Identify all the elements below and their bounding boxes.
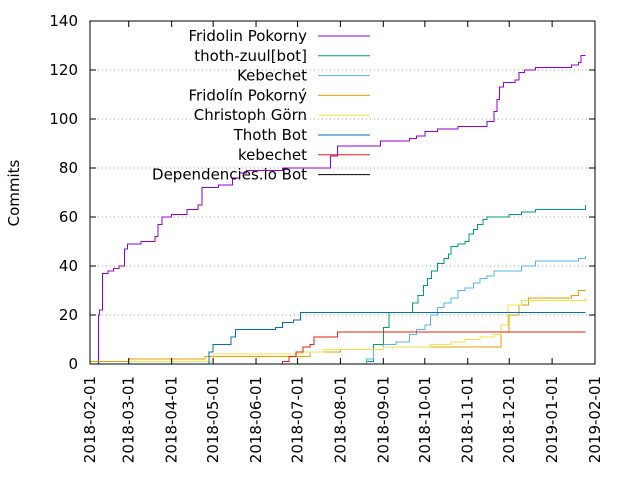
legend-label: Fridolin Pokorny bbox=[189, 27, 308, 45]
x-tick-label: 2018-05-01 bbox=[204, 376, 222, 463]
legend-label: thoth-zuul[bot] bbox=[194, 47, 307, 65]
y-tick-label: 0 bbox=[68, 355, 78, 373]
x-tick-label: 2018-12-01 bbox=[500, 376, 518, 463]
x-tick-label: 2019-01-01 bbox=[543, 376, 561, 463]
y-tick-label: 100 bbox=[49, 110, 78, 128]
series-line-5 bbox=[204, 312, 586, 365]
y-tick-label: 140 bbox=[49, 12, 78, 30]
x-tick-label: 2018-10-01 bbox=[416, 376, 434, 463]
series-line-6 bbox=[246, 331, 586, 365]
x-tick-label: 2018-07-01 bbox=[289, 376, 307, 463]
y-tick-label: 60 bbox=[59, 208, 78, 226]
legend-label: kebechet bbox=[238, 146, 307, 164]
series-line-2 bbox=[345, 256, 586, 365]
legend: Fridolin Pokorny thoth-zuul[bot] KebechetF… bbox=[152, 27, 370, 184]
legend-label: Christoph Görn bbox=[194, 106, 307, 124]
x-tick-label: 2019-02-01 bbox=[586, 376, 604, 463]
series-line-3 bbox=[90, 290, 586, 363]
y-tick-label: 40 bbox=[59, 257, 78, 275]
series-lines bbox=[90, 54, 586, 365]
y-tick-label: 120 bbox=[49, 61, 78, 79]
y-axis-ticks: 0 20 40 60 80 100 120 140 bbox=[49, 12, 595, 373]
plot-frame bbox=[89, 20, 596, 365]
y-tick-label: 80 bbox=[59, 159, 78, 177]
series-line-4 bbox=[102, 297, 586, 365]
series-line-1 bbox=[330, 204, 586, 365]
x-tick-label: 2018-04-01 bbox=[163, 376, 181, 463]
legend-label: Fridolín Pokorný bbox=[189, 86, 308, 104]
x-tick-label: 2018-08-01 bbox=[331, 376, 349, 463]
legend-label: Kebechet bbox=[237, 67, 307, 85]
x-tick-label: 2018-02-01 bbox=[81, 376, 99, 463]
x-tick-label: 2018-11-01 bbox=[459, 376, 477, 463]
x-tick-label: 2018-09-01 bbox=[374, 376, 392, 463]
y-axis-label: Commits bbox=[5, 159, 23, 226]
y-tick-label: 20 bbox=[59, 306, 78, 324]
x-axis-ticks: 2018-02-01 2018-03-01 2018-04-01 2018-05-01… bbox=[81, 21, 604, 463]
legend-label: Thoth Bot bbox=[233, 126, 307, 144]
x-tick-label: 2018-03-01 bbox=[120, 376, 138, 463]
grid-lines bbox=[90, 69, 595, 316]
x-tick-label: 2018-06-01 bbox=[247, 376, 265, 463]
legend-label: Dependencies.io Bot bbox=[152, 166, 307, 184]
series-line-0 bbox=[95, 54, 586, 365]
